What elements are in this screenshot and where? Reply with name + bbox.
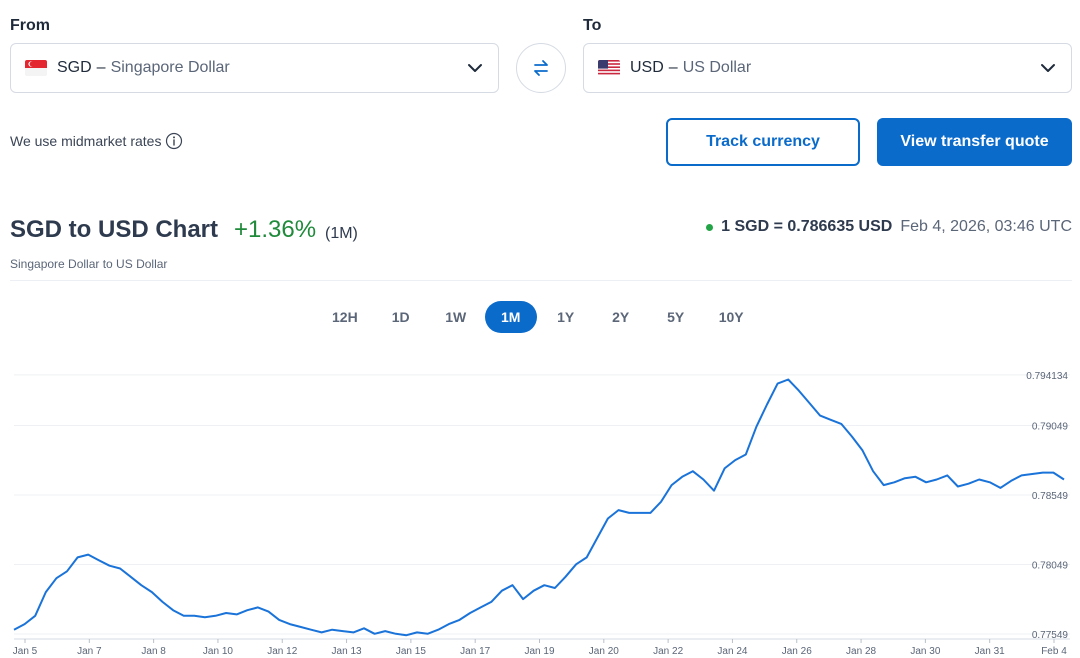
chevron-down-icon: [1041, 64, 1055, 72]
x-tick-label: Jan 19: [524, 646, 554, 657]
to-currency-select[interactable]: USD – US Dollar: [583, 43, 1072, 93]
period-tab-1w[interactable]: 1W: [445, 309, 467, 325]
info-icon[interactable]: [165, 132, 183, 150]
y-tick-label: 0.77549: [1032, 630, 1069, 641]
midmarket-note: We use midmarket rates: [10, 132, 183, 150]
from-currency-select[interactable]: SGD – Singapore Dollar: [10, 43, 499, 93]
to-label: To: [583, 17, 602, 34]
current-rate: 1 SGD = 0.786635 USD Feb 4, 2026, 03:46 …: [706, 218, 1072, 236]
x-tick-label: Jan 20: [589, 646, 619, 657]
chevron-down-icon: [468, 64, 482, 72]
y-tick-label: 0.78049: [1032, 560, 1069, 571]
sg-flag-icon: [25, 60, 47, 76]
rate-chart[interactable]: 0.794134 0.79049 0.78549 0.78049 0.77549 Jan …: [0, 350, 1080, 658]
swap-currencies-button[interactable]: [516, 43, 566, 93]
x-tick-label: Jan 22: [653, 646, 683, 657]
period-tab-2y[interactable]: 2Y: [612, 309, 630, 325]
period-tab-1y[interactable]: 1Y: [557, 309, 575, 325]
from-currency-name: Singapore Dollar: [110, 59, 230, 76]
to-currency-dash: –: [668, 59, 678, 76]
x-tick-label: Jan 13: [332, 646, 362, 657]
x-tick-label: Jan 26: [782, 646, 812, 657]
x-tick-label: Jan 28: [846, 646, 876, 657]
x-tick-label: Jan 24: [717, 646, 747, 657]
period-tab-1d[interactable]: 1D: [391, 309, 410, 325]
period-tabs: 12H 1D 1W 1M 1Y 2Y 5Y 10Y: [318, 301, 761, 333]
view-transfer-quote-button[interactable]: View transfer quote: [877, 118, 1072, 166]
chart-title: SGD to USD Chart: [10, 216, 219, 243]
y-tick-label: 0.79049: [1032, 421, 1069, 432]
track-currency-button[interactable]: Track currency: [666, 118, 860, 166]
to-currency-code: USD: [630, 59, 664, 76]
x-tick-label: Jan 15: [396, 646, 426, 657]
x-tick-label: Jan 10: [203, 646, 233, 657]
period-tab-1m[interactable]: 1M: [484, 301, 537, 333]
rate-series-line: [13, 378, 1065, 637]
period-tab-10y[interactable]: 10Y: [718, 309, 744, 325]
from-label: From: [10, 17, 50, 34]
us-flag-icon: [598, 60, 620, 76]
period-tab-5y[interactable]: 5Y: [667, 309, 685, 325]
from-currency-code: SGD: [57, 59, 92, 76]
chart-period-label: (1M): [325, 225, 358, 242]
x-tick-label: Jan 5: [13, 646, 38, 657]
midmarket-text: We use midmarket rates: [10, 133, 162, 149]
live-indicator-dot: [706, 223, 714, 231]
x-tick-label: Jan 8: [141, 646, 166, 657]
chart-subtitle: Singapore Dollar to US Dollar: [10, 257, 168, 271]
chart-percent-change: +1.36%: [234, 216, 317, 243]
x-tick-label: Jan 12: [267, 646, 297, 657]
y-tick-label: 0.78549: [1032, 491, 1069, 502]
x-tick-label: Feb 4: [1041, 646, 1067, 657]
x-tick-label: Jan 17: [460, 646, 490, 657]
x-tick-label: Jan 31: [975, 646, 1005, 657]
period-tab-12h[interactable]: 12H: [332, 309, 358, 325]
y-tick-label: 0.794134: [1026, 371, 1068, 382]
rate-timestamp: Feb 4, 2026, 03:46 UTC: [900, 218, 1072, 235]
x-tick-label: Jan 7: [77, 646, 102, 657]
divider: [10, 280, 1072, 281]
x-tick-label: Jan 30: [910, 646, 940, 657]
from-currency-dash: –: [96, 59, 106, 76]
rate-value: 1 SGD = 0.786635 USD: [721, 218, 893, 235]
to-currency-name: US Dollar: [682, 59, 752, 76]
swap-arrows-icon: [534, 60, 548, 76]
